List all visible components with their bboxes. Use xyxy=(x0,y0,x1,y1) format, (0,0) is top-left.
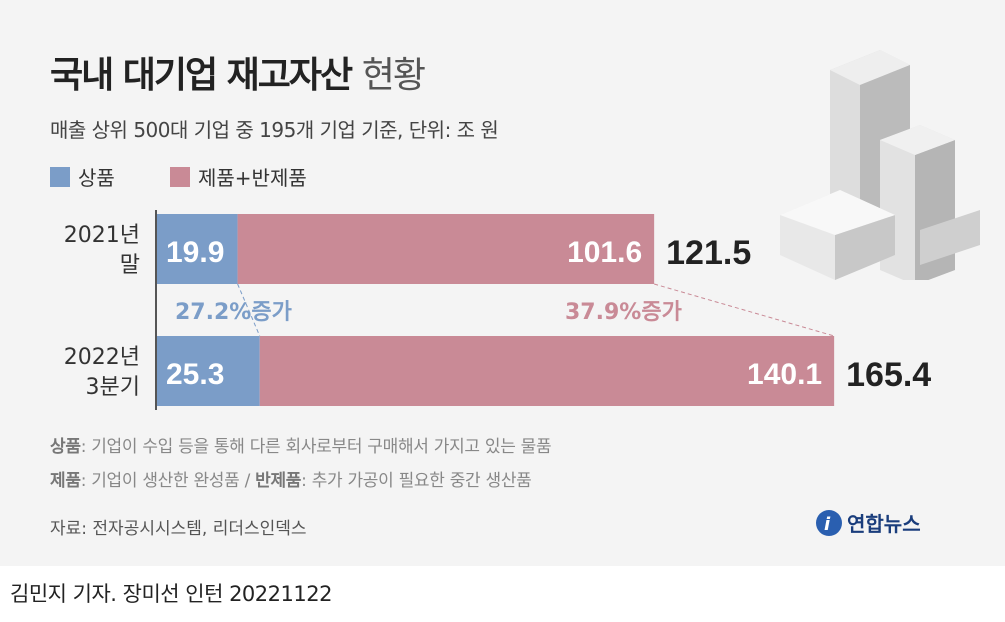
legend-swatch xyxy=(170,166,190,187)
bar-value-label: 25.3 xyxy=(166,358,224,391)
bar-value-label: 101.6 xyxy=(567,236,642,269)
connector-goods xyxy=(237,283,261,337)
bar-value-label: 140.1 xyxy=(747,358,822,391)
legend-item-products: 제품+반제품 xyxy=(170,162,307,191)
yonhap-logo: i 연합뉴스 xyxy=(815,508,921,537)
growth-annotation-products: 37.9%증가 xyxy=(565,300,682,325)
total-label: 165.4 xyxy=(846,356,931,394)
note-goods: 상품: 기업이 수입 등을 통해 다른 회사로부터 구매해서 가지고 있는 물품 xyxy=(50,437,552,457)
yonhap-logo-icon: i xyxy=(816,509,842,536)
note-products: 제품: 기업이 생산한 완성품 / 반제품: 추가 가공이 필요한 중간 생산품 xyxy=(50,471,532,491)
category-label: 3분기 xyxy=(86,375,140,400)
connector-products xyxy=(654,283,835,337)
bar-value-label: 19.9 xyxy=(166,236,224,269)
building-illustration-icon xyxy=(780,50,980,280)
source: 자료: 전자공시시스템, 리더스인덱스 xyxy=(50,519,307,539)
category-label: 2022년 xyxy=(64,345,140,370)
category-label: 말 xyxy=(120,253,140,278)
bar-1-1 xyxy=(259,336,835,406)
bar-0-1 xyxy=(156,336,260,406)
page-title: 국내 대기업 재고자산 현황 xyxy=(50,55,426,96)
subtitle: 매출 상위 500대 기업 중 195개 기업 기준, 단위: 조 원 xyxy=(50,118,499,142)
legend-item-goods: 상품 xyxy=(50,162,115,191)
growth-annotation-goods: 27.2%증가 xyxy=(175,300,292,325)
svg-text:i: i xyxy=(824,514,831,535)
bar-1-0 xyxy=(237,214,655,284)
legend-swatch xyxy=(50,166,70,187)
bar-0-0 xyxy=(156,214,238,284)
category-label: 2021년 xyxy=(64,223,140,248)
total-label: 121.5 xyxy=(666,234,751,272)
byline: 김민지 기자. 장미선 인턴 20221122 xyxy=(10,582,332,606)
